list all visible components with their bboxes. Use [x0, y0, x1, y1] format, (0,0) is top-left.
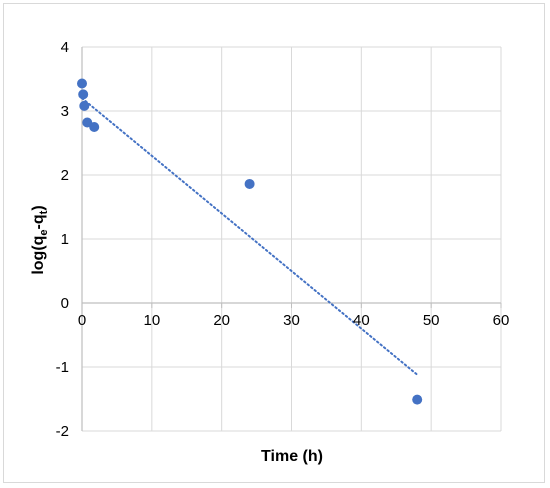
y-tick-label: -2	[56, 423, 69, 440]
y-tick-label: 1	[61, 231, 69, 248]
y-tick-label: 3	[61, 103, 69, 120]
x-tick-label: 50	[423, 312, 440, 329]
x-tick-label: 30	[283, 312, 300, 329]
data-point	[244, 178, 255, 189]
y-axis-title: log(qe-qt)	[30, 205, 50, 274]
axes	[81, 47, 502, 431]
data-point	[412, 394, 423, 405]
data-point	[79, 100, 90, 111]
grid	[82, 46, 502, 432]
x-tick-label: 60	[493, 312, 510, 329]
y-tick-label: 0	[61, 295, 69, 312]
chart-frame	[3, 3, 545, 483]
x-tick-label: 20	[213, 312, 230, 329]
trendline-group	[81, 97, 419, 376]
y-tick-label: -1	[56, 359, 69, 376]
data-point	[89, 122, 100, 132]
data-points	[77, 78, 423, 405]
x-tick-label: 40	[353, 312, 370, 329]
data-point	[78, 89, 89, 100]
x-tick-label: 0	[78, 312, 86, 329]
x-axis-title: Time (h)	[261, 448, 323, 465]
data-point	[77, 78, 87, 89]
y-tick-label: 4	[61, 39, 69, 56]
trendline	[81, 97, 419, 376]
x-tick-label: 10	[143, 312, 160, 329]
y-tick-label: 2	[61, 167, 69, 184]
